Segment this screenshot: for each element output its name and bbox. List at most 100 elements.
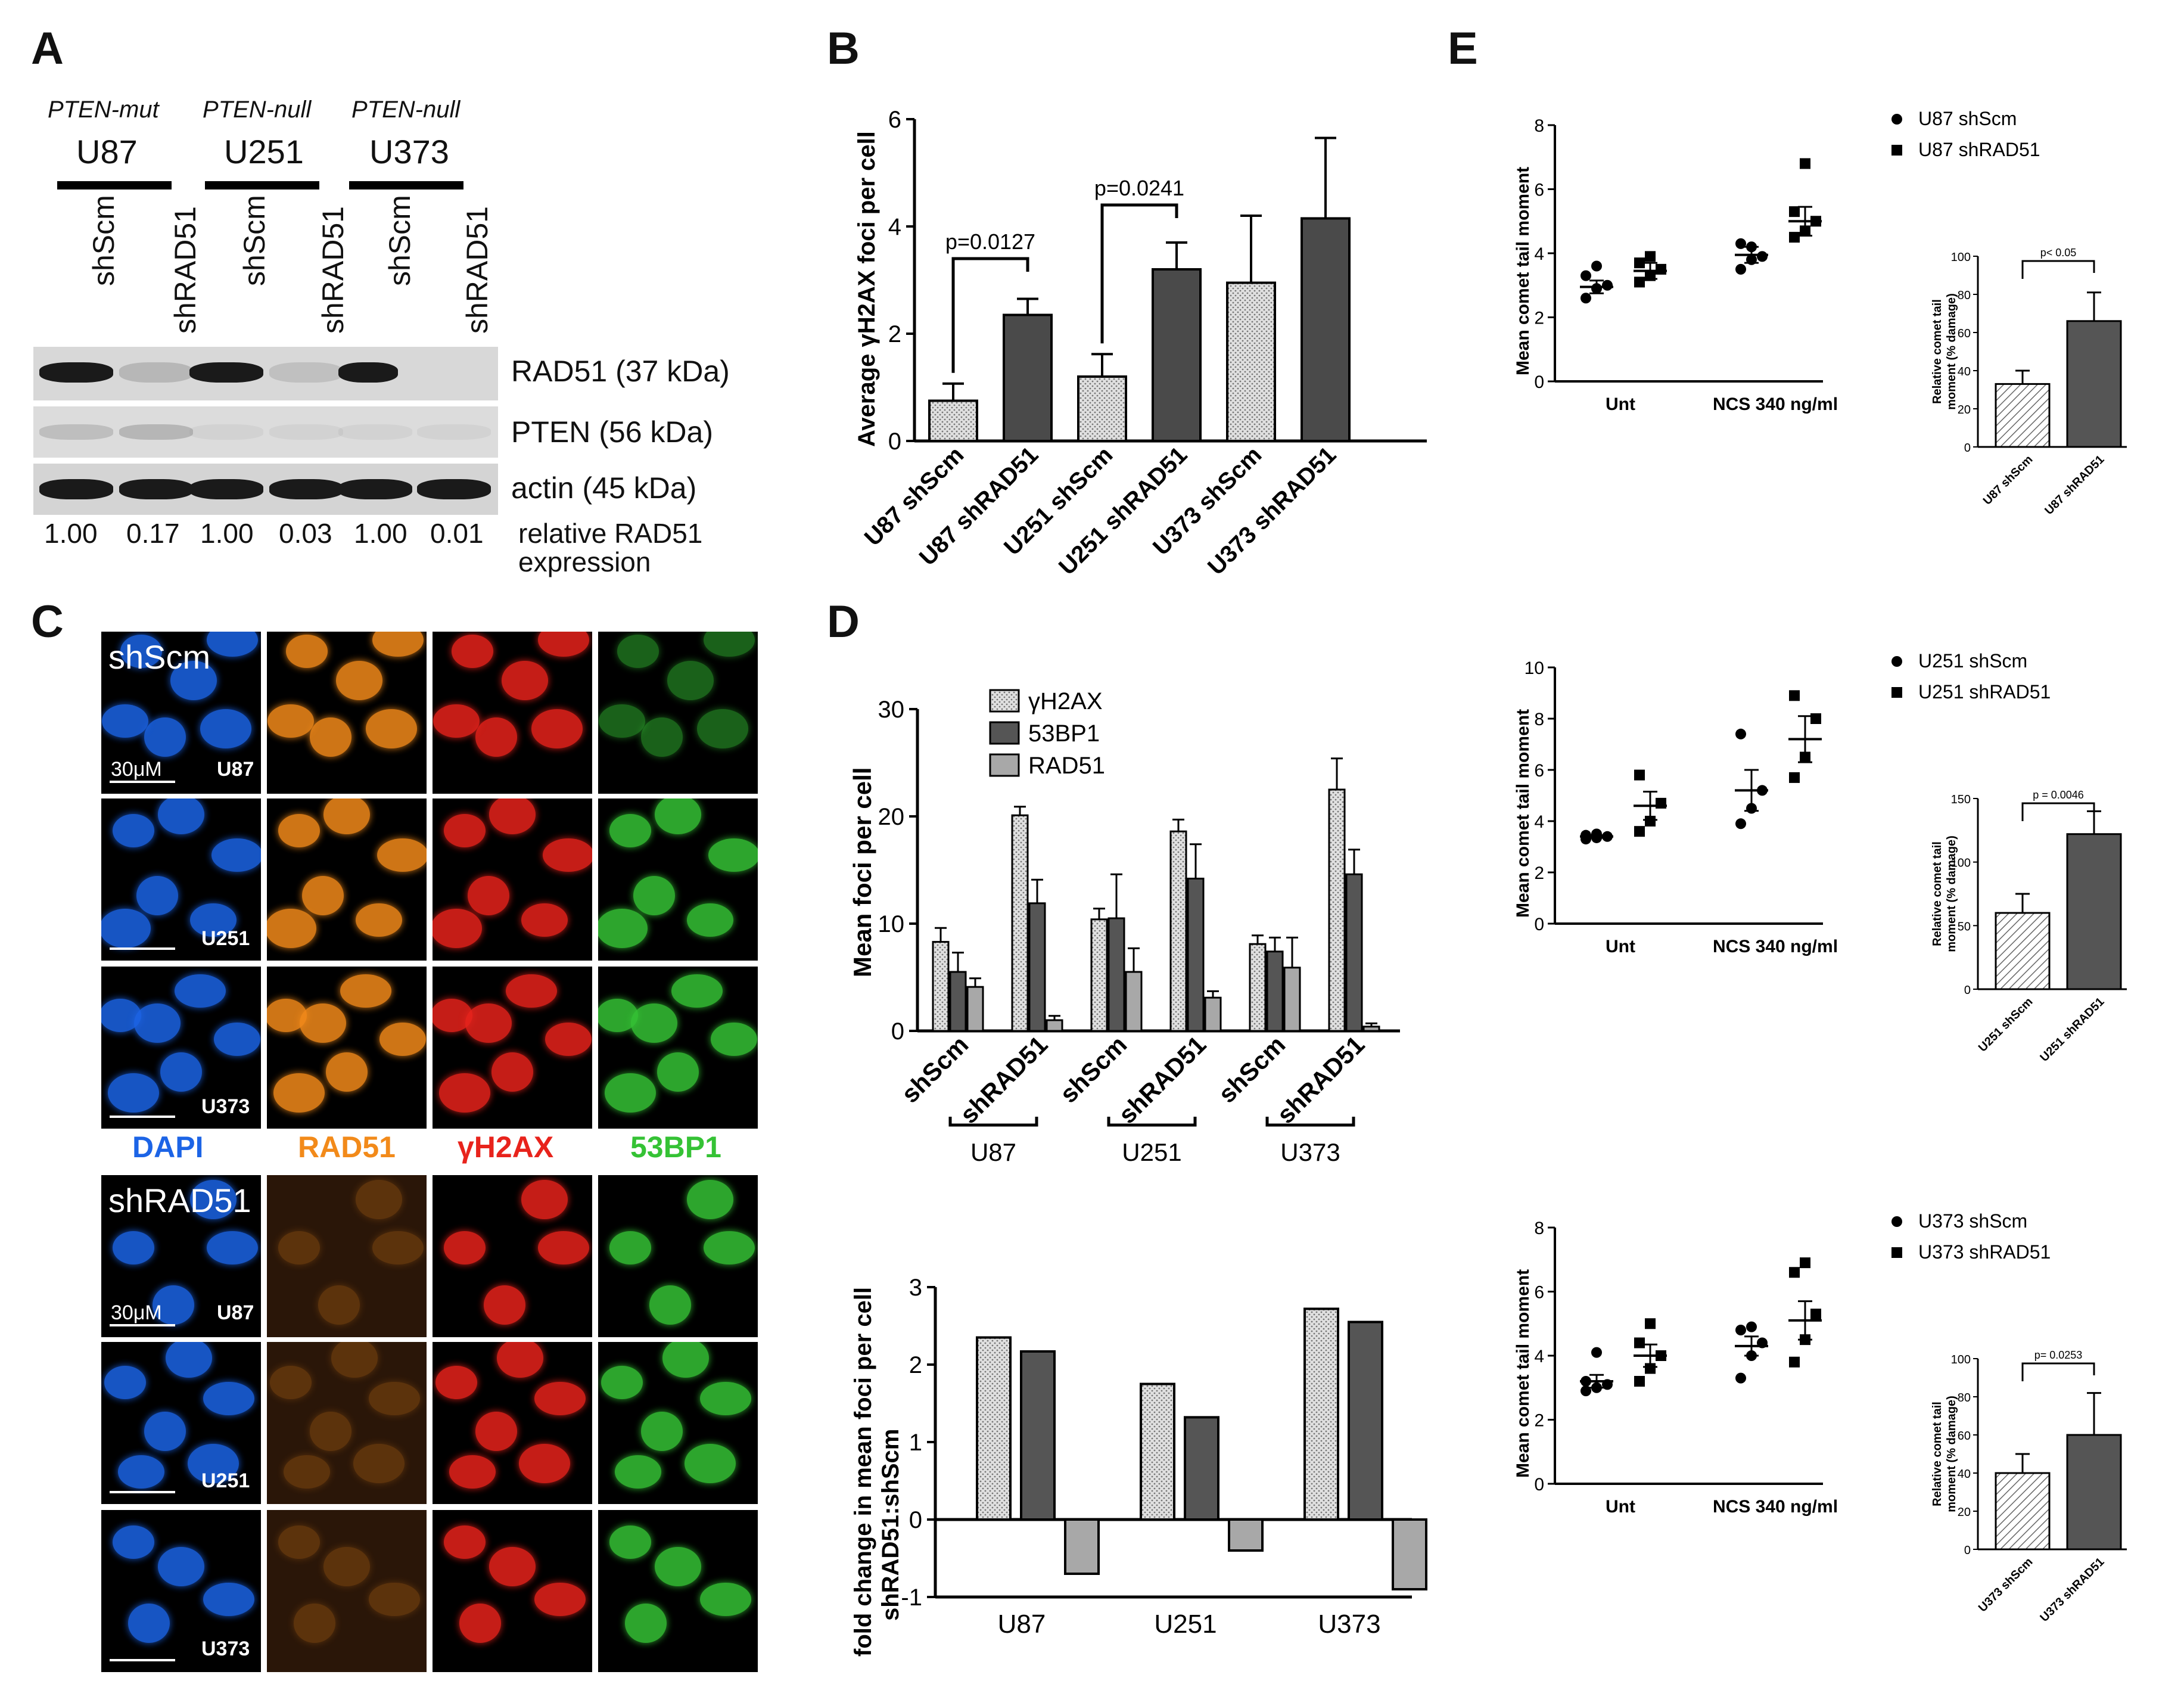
nucleus bbox=[521, 1179, 568, 1219]
nucleus bbox=[483, 1285, 525, 1325]
blot-strip-pten bbox=[33, 406, 498, 458]
micrograph bbox=[598, 1342, 758, 1504]
nucleus bbox=[449, 1455, 496, 1489]
nucleus bbox=[206, 1231, 258, 1265]
nucleus bbox=[433, 704, 480, 738]
bar bbox=[1184, 1416, 1219, 1521]
inset-y-tick-label: 100 bbox=[1951, 857, 1971, 870]
inset-bar bbox=[1995, 1472, 2051, 1551]
micro-row-label: U373 bbox=[201, 1638, 250, 1660]
blot-band bbox=[119, 424, 193, 440]
y-tick-label: 1 bbox=[909, 1430, 922, 1456]
nucleus bbox=[617, 634, 659, 668]
nucleus bbox=[700, 1582, 752, 1616]
data-point bbox=[1634, 1337, 1645, 1349]
nucleus bbox=[355, 1179, 402, 1219]
x-tick-label: U87 bbox=[998, 1610, 1046, 1639]
group-bracket bbox=[1265, 1117, 1355, 1127]
nucleus bbox=[112, 814, 154, 848]
data-point bbox=[1634, 276, 1645, 288]
nucleus bbox=[175, 974, 226, 1008]
data-point bbox=[1656, 263, 1666, 275]
bar bbox=[1348, 1321, 1383, 1521]
cell-line-label: U251 bbox=[224, 133, 304, 170]
nucleus bbox=[459, 1604, 502, 1643]
nucleus bbox=[601, 1366, 643, 1399]
channel-label-gh2ax: γH2AX bbox=[458, 1130, 554, 1164]
nucleus bbox=[211, 838, 261, 872]
nucleus bbox=[545, 1023, 592, 1057]
y-tick-label: 4 bbox=[888, 214, 901, 240]
significance-bracket bbox=[1100, 203, 1178, 344]
micrograph bbox=[598, 798, 758, 961]
inset-bracket bbox=[2021, 1362, 2095, 1381]
nucleus bbox=[518, 1444, 570, 1483]
bar bbox=[1125, 971, 1143, 1032]
nucleus bbox=[102, 704, 149, 738]
data-point bbox=[1800, 158, 1810, 169]
legend-label: U251 shRAD51 bbox=[1918, 681, 2051, 703]
shscm-label: shScm bbox=[108, 638, 211, 676]
bar bbox=[1011, 814, 1029, 1032]
data-point bbox=[1602, 279, 1613, 291]
micrograph bbox=[267, 967, 427, 1129]
legend-marker bbox=[1891, 656, 1902, 667]
nucleus bbox=[465, 1003, 512, 1043]
nucleus bbox=[671, 974, 723, 1008]
inset-x-tick-label: U251 shScm bbox=[1976, 995, 2036, 1055]
inset-y-tick-label: 0 bbox=[1964, 1544, 1971, 1557]
nucleus bbox=[278, 1231, 320, 1265]
nucleus bbox=[433, 908, 483, 948]
data-point bbox=[1581, 829, 1591, 841]
bar bbox=[1169, 830, 1187, 1032]
nucleus bbox=[301, 876, 344, 916]
group-label: Unt bbox=[1606, 1497, 1635, 1517]
bar bbox=[1140, 1382, 1175, 1521]
inset-ylabel: Relative comet tail bbox=[1931, 841, 1944, 946]
nucleus bbox=[128, 1604, 170, 1643]
lane-label: shScm bbox=[87, 195, 120, 286]
nucleus bbox=[534, 1382, 586, 1416]
x-tick-label: shRAD51 bbox=[1271, 1030, 1370, 1129]
data-point bbox=[1810, 713, 1821, 724]
blot-band bbox=[417, 479, 491, 499]
data-point bbox=[1789, 690, 1800, 701]
nucleus bbox=[521, 903, 568, 937]
y-tick-label: 30 bbox=[878, 697, 905, 723]
nucleus bbox=[336, 660, 383, 700]
nucleus bbox=[353, 1444, 405, 1483]
inset-bar bbox=[1995, 383, 2051, 448]
legend-marker bbox=[1891, 1247, 1902, 1258]
panel-letter-e: E bbox=[1448, 23, 1478, 74]
bar bbox=[949, 971, 967, 1032]
inset-y-tick-label: 100 bbox=[1951, 251, 1971, 264]
data-point bbox=[1757, 251, 1768, 262]
nucleus bbox=[609, 1231, 651, 1265]
nucleus bbox=[310, 717, 352, 757]
data-point bbox=[1591, 1347, 1602, 1358]
inset-y-tick-label: 60 bbox=[1958, 1430, 1971, 1443]
nucleus bbox=[475, 717, 518, 757]
y-tick-label: 0 bbox=[888, 428, 901, 455]
micro-row-label: U251 bbox=[201, 927, 250, 950]
inset-y-tick-label: 40 bbox=[1958, 365, 1971, 378]
inset-ylabel: moment (% damage) bbox=[1945, 1396, 1958, 1512]
nucleus bbox=[684, 1444, 736, 1483]
legend-marker bbox=[1891, 145, 1902, 156]
bar bbox=[1226, 281, 1276, 442]
inset-x-tick-label: U87 shScm bbox=[1981, 453, 2036, 508]
group-bracket bbox=[948, 1117, 1038, 1127]
micrograph bbox=[101, 1342, 261, 1504]
panel-letter-b: B bbox=[827, 23, 860, 74]
chart-d-bottom-plot: -1 0 1 2 3 U87 U251 U373 bbox=[901, 1275, 1427, 1639]
chart-e-u251-ylabel: Mean comet tail moment bbox=[1513, 709, 1533, 918]
p-value-label: p=0.0127 bbox=[945, 229, 1035, 254]
nucleus bbox=[649, 1285, 691, 1325]
nucleus bbox=[609, 1525, 651, 1559]
nucleus bbox=[318, 1285, 360, 1325]
nucleus bbox=[369, 1582, 421, 1616]
inset-y-tick-label: 20 bbox=[1958, 1506, 1971, 1519]
data-point bbox=[1735, 818, 1746, 829]
